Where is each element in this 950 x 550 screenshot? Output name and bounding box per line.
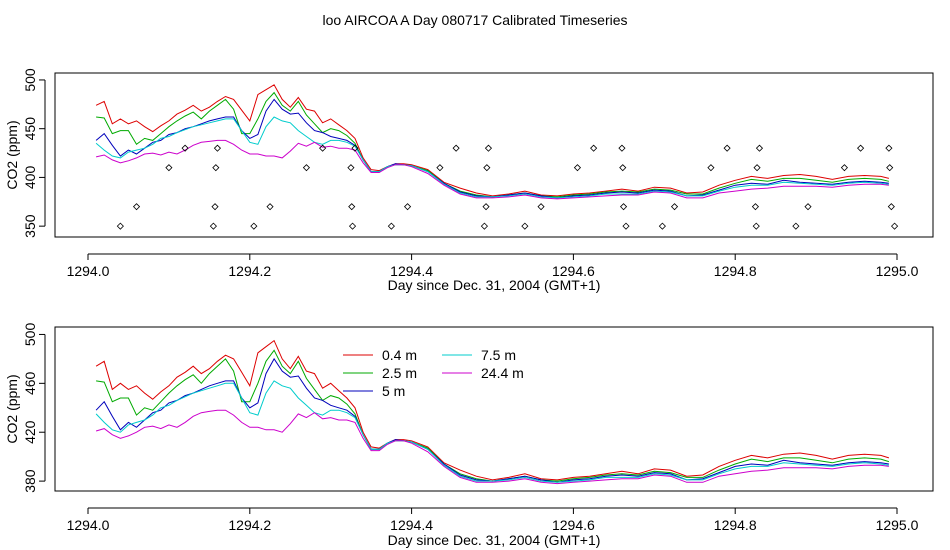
marker-series	[116, 144, 899, 230]
figure-title: loo AIRCOA A Day 080717 Calibrated Times…	[322, 12, 627, 28]
diamond-marker	[752, 222, 760, 230]
x-axis: 1294.0 1294.2 1294.4 1294.6 1294.8 1295.0 Day …	[67, 507, 919, 548]
x-axis-label: Day since Dec. 31, 2004 (GMT+1)	[388, 532, 601, 548]
diamond-marker	[319, 144, 327, 152]
diamond-marker	[857, 144, 865, 152]
y-axis: 380 420 460 500 CO2 (ppm)	[4, 323, 46, 493]
diamond-marker	[804, 203, 812, 211]
diamond-marker	[348, 203, 356, 211]
y-tick-label: 420	[22, 420, 38, 444]
legend-label: 5 m	[382, 383, 405, 399]
series-line-7-5-m	[95, 116, 889, 199]
y-tick-label: 500	[22, 323, 38, 347]
diamond-marker	[751, 203, 759, 211]
series-group	[95, 84, 890, 200]
legend: 0.4 m 2.5 m 5 m 7.5 m 24.4 m	[343, 347, 524, 399]
diamond-marker	[590, 144, 598, 152]
diamond-marker	[132, 203, 141, 211]
diamond-marker	[483, 164, 491, 172]
series-line-0-4-m	[95, 339, 890, 481]
y-axis: 350 400 450 500 CO2 (ppm)	[4, 68, 46, 238]
diamond-marker	[209, 222, 217, 230]
diamond-marker	[348, 222, 357, 230]
diamond-marker	[521, 222, 529, 230]
legend-label: 7.5 m	[481, 347, 516, 363]
x-tick-label: 1294.4	[390, 517, 433, 533]
x-tick-label: 1295.0	[876, 263, 919, 279]
diamond-marker	[351, 144, 359, 152]
y-tick-label: 500	[22, 68, 38, 92]
x-tick-label: 1294.6	[552, 263, 595, 279]
diamond-marker	[302, 164, 310, 172]
diamond-marker	[658, 222, 666, 230]
diamond-marker	[707, 164, 715, 172]
x-tick-label: 1294.0	[67, 263, 110, 279]
diamond-marker	[755, 144, 764, 152]
diamond-marker	[753, 164, 761, 172]
x-tick-label: 1295.0	[876, 517, 919, 533]
diamond-marker	[213, 144, 222, 152]
legend-label: 0.4 m	[382, 347, 417, 363]
diamond-marker	[250, 222, 258, 230]
series-line-24-4-m	[95, 409, 889, 485]
diamond-marker	[480, 222, 488, 230]
y-tick-label: 400	[22, 166, 38, 190]
diamond-marker	[537, 203, 545, 211]
diamond-marker	[619, 164, 627, 172]
plot-frame	[54, 326, 934, 492]
x-tick-label: 1294.2	[228, 517, 271, 533]
x-tick-label: 1294.6	[552, 517, 595, 533]
diamond-marker	[387, 222, 395, 230]
diamond-marker	[622, 222, 630, 230]
x-tick-label: 1294.2	[228, 263, 271, 279]
diamond-marker	[212, 164, 220, 172]
diamond-marker	[436, 164, 444, 172]
panel-top: 1294.0 1294.2 1294.4 1294.6 1294.8 1295.0 Day …	[4, 68, 934, 293]
x-tick-label: 1294.8	[714, 517, 757, 533]
series-line-2-5-m	[96, 91, 890, 198]
x-axis-label: Day since Dec. 31, 2004 (GMT+1)	[388, 277, 601, 293]
panel-bottom: 1294.0 1294.2 1294.4 1294.6 1294.8 1295.0 Day …	[4, 323, 934, 548]
y-tick-label: 380	[22, 469, 38, 493]
diamond-marker	[484, 144, 493, 152]
diamond-marker	[885, 144, 893, 152]
diamond-marker	[347, 164, 355, 172]
y-axis-label: CO2 (ppm)	[4, 374, 20, 443]
series-line-7-5-m	[95, 380, 889, 483]
diamond-marker	[165, 164, 173, 172]
y-tick-label: 350	[22, 214, 38, 238]
diamond-marker	[618, 144, 626, 152]
diamond-marker	[403, 203, 412, 211]
diamond-marker	[452, 144, 460, 152]
diamond-marker	[211, 203, 219, 211]
plot-frame	[54, 72, 934, 238]
y-tick-label: 450	[22, 117, 38, 141]
x-tick-label: 1294.8	[714, 263, 757, 279]
diamond-marker	[723, 144, 731, 152]
series-line-24-4-m	[95, 139, 889, 200]
y-tick-label: 460	[22, 371, 38, 395]
x-axis: 1294.0 1294.2 1294.4 1294.6 1294.8 1295.0 Day …	[67, 253, 919, 293]
diamond-marker	[792, 222, 800, 230]
series-group	[95, 339, 890, 485]
diamond-marker	[116, 222, 124, 230]
x-tick-label: 1294.0	[67, 517, 110, 533]
x-tick-label: 1294.4	[390, 263, 433, 279]
series-line-0-4-m	[95, 84, 890, 197]
diamond-marker	[482, 203, 490, 211]
diamond-marker	[573, 164, 582, 172]
diamond-marker	[840, 164, 848, 172]
legend-label: 24.4 m	[481, 365, 524, 381]
legend-label: 2.5 m	[382, 365, 417, 381]
diamond-marker	[891, 222, 899, 230]
diamond-marker	[266, 203, 274, 211]
diamond-marker	[670, 203, 679, 211]
y-axis-label: CO2 (ppm)	[4, 120, 20, 189]
diamond-marker	[619, 203, 628, 211]
diamond-marker	[886, 164, 894, 172]
diamond-marker	[887, 203, 895, 211]
diamond-marker	[181, 144, 189, 152]
